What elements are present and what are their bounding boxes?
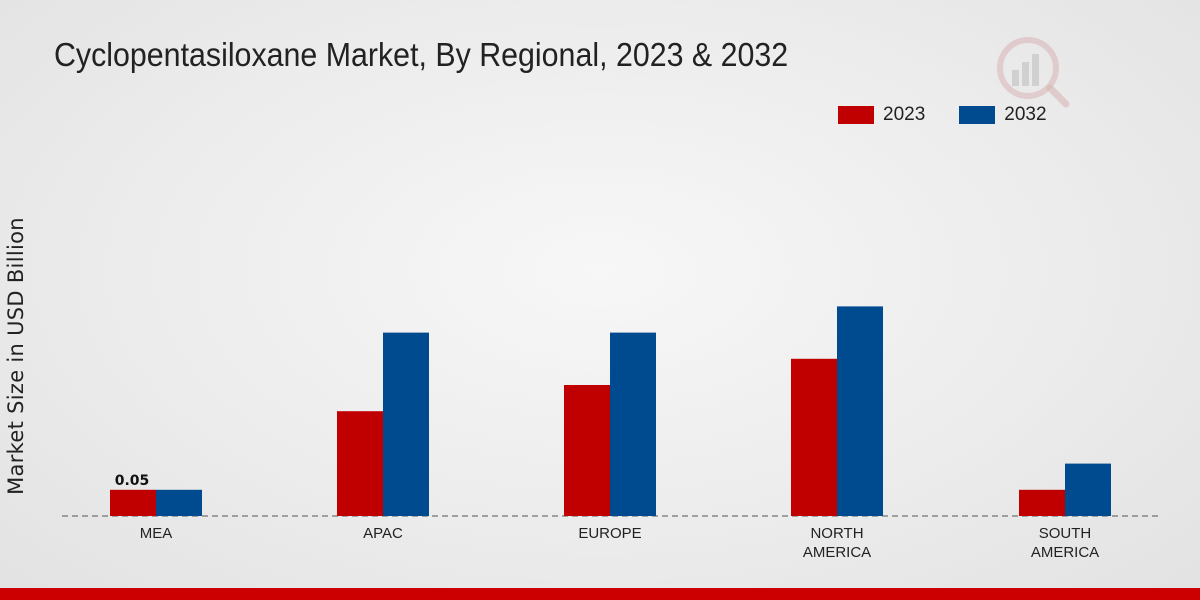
- bar-2032-europe: [610, 332, 656, 516]
- data-label: 0.05: [115, 473, 150, 489]
- legend-swatch-2032: [959, 106, 996, 124]
- x-tick-label: SOUTH: [1039, 525, 1092, 542]
- bar-2023-europe: [564, 385, 610, 516]
- chart-title: Cyclopentasiloxane Market, By Regional, …: [54, 36, 789, 73]
- bar-2023-south-america: [1019, 489, 1065, 516]
- legend-label-2023: 2023: [883, 104, 926, 125]
- x-tick-label: NORTH: [810, 525, 863, 542]
- footer-bar: [0, 588, 1200, 600]
- legend-item-2023: 2023: [838, 104, 925, 126]
- bar-2032-north-america: [837, 306, 883, 516]
- bar-2032-apac: [383, 332, 429, 516]
- x-tick-label: APAC: [363, 525, 403, 542]
- x-tick-label: AMERICA: [803, 544, 871, 561]
- legend-swatch-2023: [838, 106, 874, 124]
- brand-logo-icon: [994, 30, 1074, 114]
- legend-label-2032: 2032: [1004, 104, 1047, 125]
- bar-2023-apac: [337, 411, 383, 516]
- chart-legend: 2023 2032: [838, 104, 1081, 126]
- x-tick-label: EUROPE: [578, 525, 641, 542]
- bar-2023-north-america: [791, 358, 837, 516]
- legend-item-2032: 2032: [959, 104, 1047, 126]
- bar-2032-south-america: [1065, 463, 1111, 516]
- bar-2032-mea: [156, 489, 202, 516]
- x-tick-label: MEA: [140, 525, 173, 542]
- bar-2023-mea: [110, 489, 156, 516]
- x-tick-label: AMERICA: [1031, 544, 1099, 561]
